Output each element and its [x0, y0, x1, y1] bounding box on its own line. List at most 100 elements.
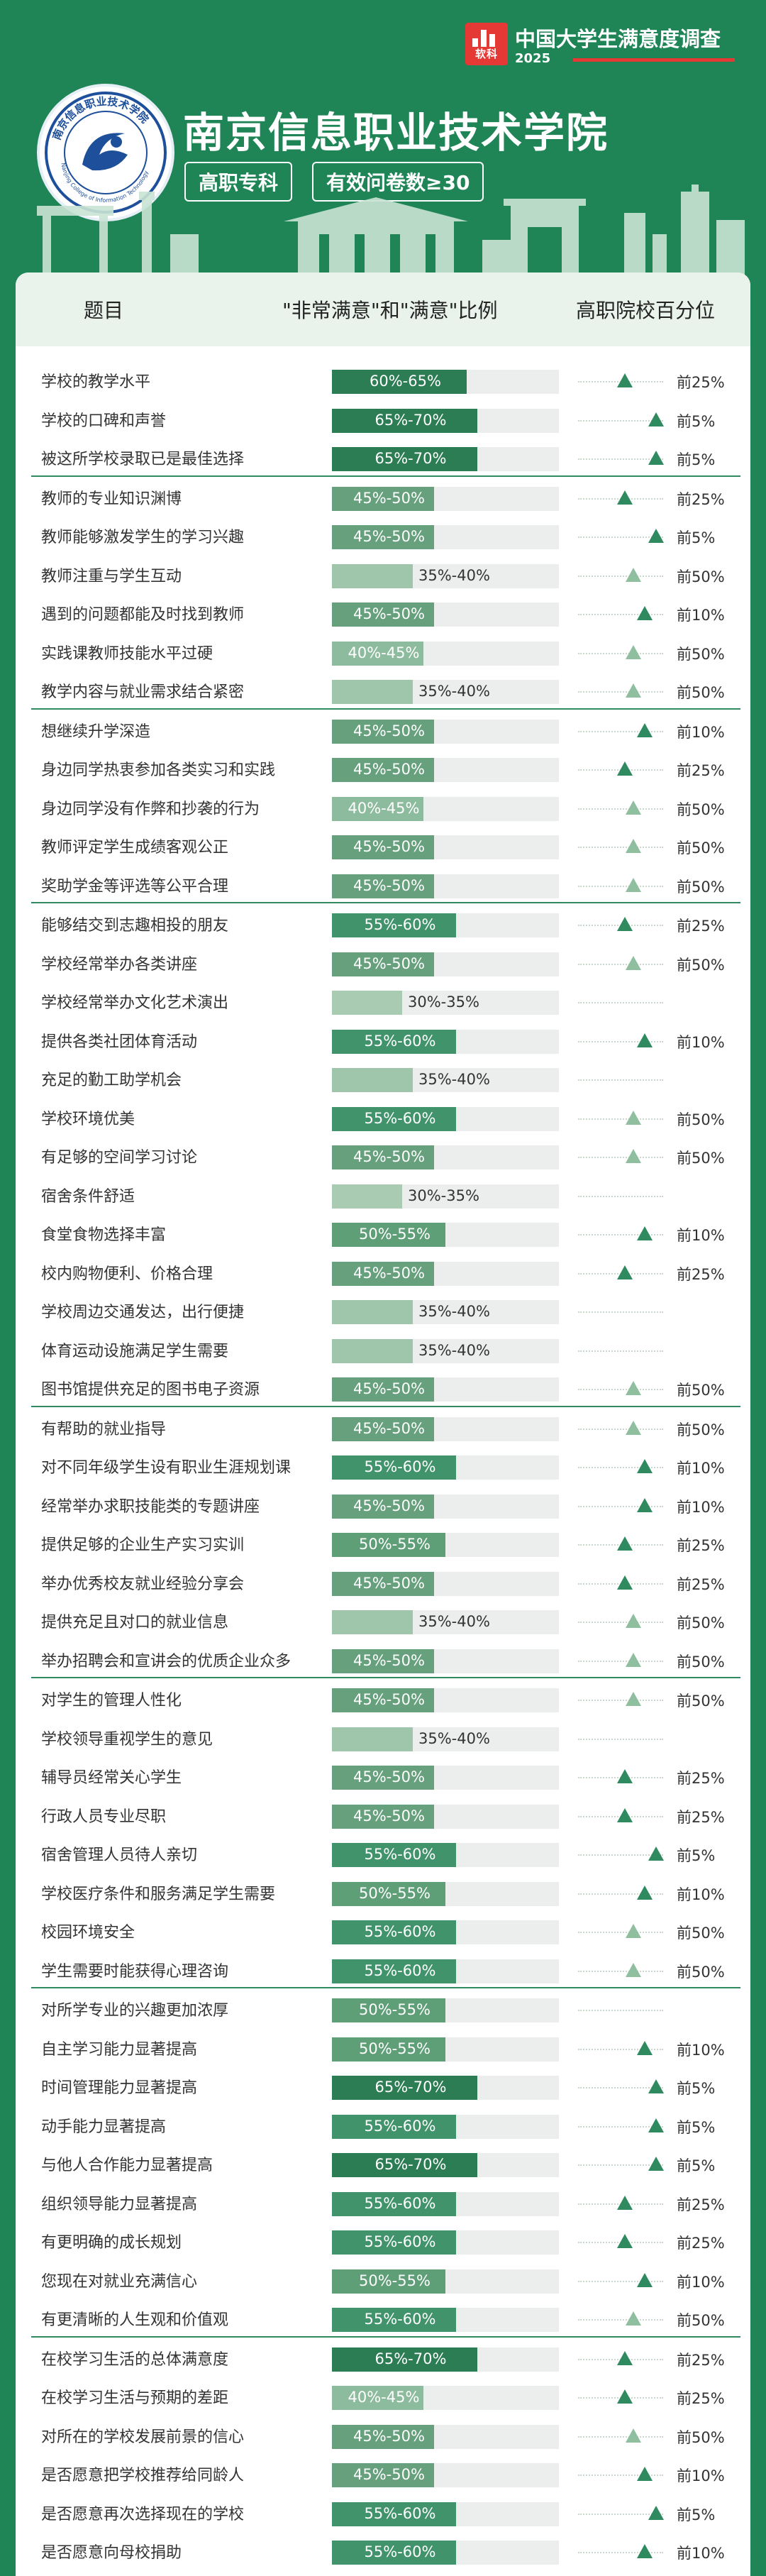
table-row: 对所在的学校发展前景的信心 45%-50% 前50% [16, 2416, 750, 2454]
question-text: 与他人合作能力显著提高 [41, 2157, 213, 2174]
ratio-bar [332, 370, 467, 394]
question-text: 举办招聘会和宣讲会的优质企业众多 [41, 1652, 292, 1670]
percentile-guide [578, 1195, 663, 1197]
table-row: 对学生的管理人性化 45%-50% 前50% [16, 1679, 750, 1717]
question-text: 提供足够的企业生产实习实训 [41, 1536, 245, 1554]
percentile-triangle-icon [617, 490, 633, 505]
question-text: 教师的专业知识渊博 [41, 490, 182, 508]
question-text: 食堂食物选择丰富 [41, 1226, 167, 1244]
table-row: 教师评定学生成绩客观公正 45%-50% 前50% [16, 826, 750, 864]
table-row: 动手能力显著提高 55%-60% 前5% [16, 2106, 750, 2144]
ratio-bar [332, 486, 434, 511]
ratio-bar [332, 1610, 413, 1634]
percentile-guide [578, 2475, 663, 2476]
ratio-bar [332, 1416, 434, 1441]
percentile-triangle-icon [626, 644, 641, 659]
ratio-bar [332, 835, 434, 859]
table-row: 自主学习能力显著提高 50%-55% 前10% [16, 2028, 750, 2066]
table-header: 题目 "非常满意"和"满意"比例 高职院校百分位 [16, 273, 750, 346]
question-text: 身边同学没有作弊和抄袭的行为 [41, 800, 260, 818]
ratio-bar [332, 1959, 456, 1983]
percentile-triangle-icon [617, 2350, 633, 2365]
percentile-triangle-icon [617, 1536, 633, 1551]
percentile-triangle-icon [617, 1575, 633, 1590]
table-row: 能够结交到志趣相投的朋友 55%-60% 前25% [16, 904, 750, 942]
percentile-guide [578, 2125, 663, 2128]
question-text: 在校学习生活与预期的差距 [41, 2389, 229, 2407]
group-divider [31, 1987, 740, 1988]
percentile-triangle-icon [626, 1652, 641, 1667]
percentile-triangle-icon [626, 2428, 641, 2443]
percentile-guide [578, 575, 663, 577]
table-row: 提供各类社团体育活动 55%-60% 前10% [16, 1020, 750, 1059]
table-row: 时间管理能力显著提高 65%-70% 前5% [16, 2066, 750, 2105]
ratio-bar [332, 2424, 434, 2449]
table-row: 校内购物便利、价格合理 45%-50% 前25% [16, 1253, 750, 1291]
percentile-label: 前5% [677, 1847, 716, 1864]
satisfaction-table: 题目 "非常满意"和"满意"比例 高职院校百分位 学校的教学水平 60%-65% 前… [16, 273, 750, 2576]
percentile-guide [578, 2010, 663, 2011]
percentile-label: 前5% [677, 529, 716, 546]
ratio-label: 65%-70% [374, 2079, 447, 2096]
percentile-triangle-icon [626, 800, 641, 815]
percentile-guide [578, 1622, 663, 1623]
percentile-guide [578, 1854, 663, 1856]
question-text: 学校经常举办文化艺术演出 [41, 994, 229, 1012]
question-text: 教学内容与就业需求结合紧密 [41, 683, 245, 701]
ratio-label: 55%-60% [364, 2311, 436, 2328]
percentile-guide [578, 536, 663, 538]
survey-brand: 软科 中国大学生满意度调查 2025 [465, 18, 735, 75]
group-divider [31, 902, 740, 903]
percentile-guide [578, 2552, 663, 2553]
question-text: 学校经常举办各类讲座 [41, 955, 198, 974]
percentile-guide [578, 1389, 663, 1390]
question-text: 校内购物便利、价格合理 [41, 1265, 213, 1283]
question-text: 身边同学热衷参加各类实习和实践 [41, 761, 276, 779]
table-row: 是否愿意再次选择现在的学校 55%-60% 前5% [16, 2493, 750, 2531]
question-text: 能够结交到志趣相投的朋友 [41, 917, 229, 935]
table-row: 被这所学校录取已是最佳选择 65%-70% 前5% [16, 438, 750, 476]
percentile-triangle-icon [626, 2311, 641, 2325]
percentile-guide [578, 2048, 663, 2050]
ratio-bar [332, 874, 434, 898]
percentile-label: 前50% [677, 1614, 725, 1631]
table-row: 学校的口碑和声誉 65%-70% 前5% [16, 400, 750, 438]
percentile-label: 前5% [677, 412, 716, 430]
question-text: 学校环境优美 [41, 1110, 135, 1128]
question-text: 校园环境安全 [41, 1924, 135, 1942]
percentile-label: 前10% [677, 1498, 725, 1516]
percentile-label: 前5% [677, 451, 716, 468]
ratio-bar [332, 2153, 477, 2177]
ratio-label: 55%-60% [364, 1961, 436, 1979]
percentile-triangle-icon [617, 917, 633, 931]
percentile-label: 前25% [677, 2235, 725, 2252]
question-text: 对所学专业的兴趣更加浓厚 [41, 2002, 229, 2020]
percentile-label: 前25% [677, 762, 725, 779]
table-row: 经常举办求职技能类的专题讲座 45%-50% 前10% [16, 1485, 750, 1524]
question-text: 奖助学金等评选等公平合理 [41, 877, 229, 896]
ratio-label: 55%-60% [364, 1032, 436, 1050]
ratio-label: 50%-55% [359, 1536, 431, 1553]
group-divider [31, 475, 740, 477]
question-text: 提供充足且对口的就业信息 [41, 1614, 229, 1631]
percentile-triangle-icon [637, 2272, 653, 2287]
ratio-label: 45%-50% [353, 1380, 425, 1397]
table-row: 是否愿意向母校捐助 55%-60% 前10% [16, 2531, 750, 2570]
ratio-label: 35%-40% [418, 683, 490, 700]
percentile-triangle-icon [617, 1769, 633, 1783]
ratio-bar [332, 680, 413, 704]
table-row: 宿舍管理人员待人亲切 55%-60% 前5% [16, 1834, 750, 1872]
percentile-guide [578, 1505, 663, 1507]
percentile-guide [578, 847, 663, 848]
percentile-guide [578, 1970, 663, 1972]
ratio-label: 55%-60% [364, 1109, 436, 1127]
percentile-label: 前25% [677, 1808, 725, 1826]
table-row: 与他人合作能力显著提高 65%-70% 前5% [16, 2144, 750, 2182]
percentile-guide [578, 1738, 663, 1740]
table-row: 教学内容与就业需求结合紧密 35%-40% 前50% [16, 671, 750, 709]
ratio-bar [332, 525, 434, 549]
question-text: 教师能够激发学生的学习兴趣 [41, 529, 245, 546]
ratio-label: 50%-55% [359, 2040, 431, 2057]
ratio-label: 45%-50% [353, 838, 425, 855]
ratio-label: 50%-55% [359, 1226, 431, 1243]
